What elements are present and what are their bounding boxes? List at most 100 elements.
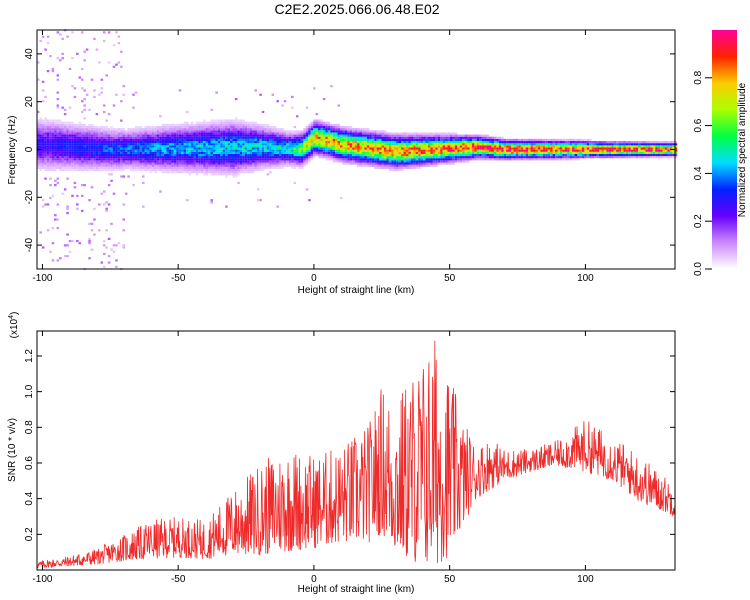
heatmap-cell bbox=[383, 134, 387, 137]
heatmap-cell bbox=[278, 136, 282, 139]
heatmap-cell bbox=[208, 162, 211, 165]
heatmap-cell bbox=[489, 140, 492, 144]
heatmap-cell bbox=[322, 143, 326, 146]
heatmap-cell bbox=[232, 173, 235, 176]
heatmap-cell bbox=[261, 149, 265, 152]
heatmap-cell bbox=[611, 140, 614, 144]
heatmap-cell bbox=[371, 160, 375, 163]
heatmap-cell bbox=[457, 160, 460, 163]
heatmap-cell bbox=[508, 156, 512, 159]
heatmap-cell bbox=[237, 173, 240, 176]
heatmap-cell bbox=[420, 140, 424, 144]
heatmap-cell bbox=[220, 119, 223, 122]
heatmap-cell bbox=[347, 140, 350, 144]
heatmap-cell bbox=[655, 147, 658, 150]
heatmap-cell bbox=[317, 153, 321, 157]
heatmap-cell bbox=[369, 130, 372, 133]
heatmap-cell bbox=[254, 89, 257, 92]
heatmap-cell bbox=[183, 138, 187, 142]
heatmap-cell bbox=[129, 134, 133, 137]
heatmap-cell bbox=[208, 132, 211, 135]
heatmap-cell bbox=[61, 151, 64, 154]
heatmap-cell bbox=[183, 151, 187, 154]
heatmap-cell bbox=[203, 164, 206, 167]
heatmap-cell bbox=[63, 156, 67, 159]
heatmap-cell bbox=[479, 136, 482, 139]
heatmap-cell bbox=[283, 160, 287, 163]
heatmap-cell bbox=[601, 153, 604, 157]
heatmap-cell bbox=[247, 149, 250, 152]
heatmap-cell bbox=[286, 156, 289, 159]
heatmap-cell bbox=[49, 140, 52, 144]
heatmap-cell bbox=[176, 145, 179, 148]
heatmap-cell bbox=[203, 149, 206, 152]
heatmap-cell bbox=[68, 140, 72, 144]
heatmap-cell bbox=[405, 166, 409, 170]
heatmap-cell bbox=[342, 158, 345, 161]
heatmap-cell bbox=[545, 138, 548, 142]
heatmap-cell bbox=[120, 134, 123, 137]
heatmap-cell bbox=[364, 145, 367, 148]
heatmap-cell bbox=[361, 162, 365, 165]
heatmap-cell bbox=[462, 160, 465, 163]
heatmap-cell bbox=[93, 218, 96, 221]
heatmap-cell bbox=[501, 143, 504, 146]
heatmap-cell bbox=[325, 136, 328, 139]
heatmap-cell bbox=[364, 130, 367, 133]
heatmap-cell bbox=[237, 153, 240, 157]
heatmap-cell bbox=[132, 166, 135, 170]
heatmap-cell bbox=[657, 143, 661, 146]
heatmap-cell bbox=[198, 143, 201, 146]
heatmap-cell bbox=[73, 95, 77, 99]
heatmap-cell bbox=[178, 132, 182, 135]
heatmap-cell bbox=[454, 153, 458, 157]
heatmap-cell bbox=[342, 134, 345, 137]
heatmap-cell bbox=[173, 160, 177, 163]
heatmap-cell bbox=[374, 160, 377, 163]
heatmap-cell bbox=[120, 156, 123, 159]
heatmap-cell bbox=[530, 151, 534, 154]
heatmap-cell bbox=[591, 151, 595, 154]
heatmap-cell bbox=[95, 153, 99, 157]
heatmap-cell bbox=[408, 138, 411, 142]
heatmap-cell bbox=[467, 160, 470, 163]
heatmap-cell bbox=[110, 132, 113, 135]
heatmap-cell bbox=[620, 156, 624, 159]
heatmap-cell bbox=[39, 119, 42, 122]
heatmap-cell bbox=[410, 158, 414, 161]
heatmap-cell bbox=[310, 149, 314, 152]
heatmap-cell bbox=[61, 147, 64, 150]
heatmap-cell bbox=[344, 156, 348, 159]
heatmap-cell bbox=[572, 145, 575, 148]
heatmap-cell bbox=[203, 166, 206, 170]
heatmap-cell bbox=[261, 138, 265, 142]
heatmap-cell bbox=[586, 143, 590, 146]
heatmap-cell bbox=[244, 162, 248, 165]
heatmap-cell bbox=[171, 143, 174, 146]
heatmap-cell bbox=[156, 147, 160, 150]
heatmap-cell bbox=[198, 121, 201, 124]
heatmap-cell bbox=[234, 166, 238, 170]
heatmap-cell bbox=[471, 143, 475, 146]
heatmap-cell bbox=[127, 130, 130, 133]
heatmap-cell bbox=[484, 151, 487, 154]
heatmap-cell bbox=[112, 136, 116, 139]
heatmap-cell bbox=[44, 143, 47, 146]
heatmap-cell bbox=[598, 149, 602, 152]
heatmap-cell bbox=[171, 166, 174, 170]
heatmap-cell bbox=[110, 128, 113, 131]
heatmap-cell bbox=[542, 158, 546, 161]
heatmap-cell bbox=[528, 140, 531, 144]
heatmap-cell bbox=[54, 179, 57, 182]
heatmap-cell bbox=[139, 166, 143, 170]
heatmap-cell bbox=[535, 156, 538, 159]
heatmap-cell bbox=[176, 134, 179, 137]
heatmap-cell bbox=[396, 151, 399, 154]
heatmap-cell bbox=[552, 143, 556, 146]
heatmap-cell bbox=[220, 130, 223, 133]
heatmap-cell bbox=[137, 166, 140, 170]
heatmap-cell bbox=[437, 134, 441, 137]
heatmap-cell bbox=[547, 156, 551, 159]
heatmap-cell bbox=[264, 147, 267, 150]
heatmap-cell bbox=[256, 168, 260, 172]
